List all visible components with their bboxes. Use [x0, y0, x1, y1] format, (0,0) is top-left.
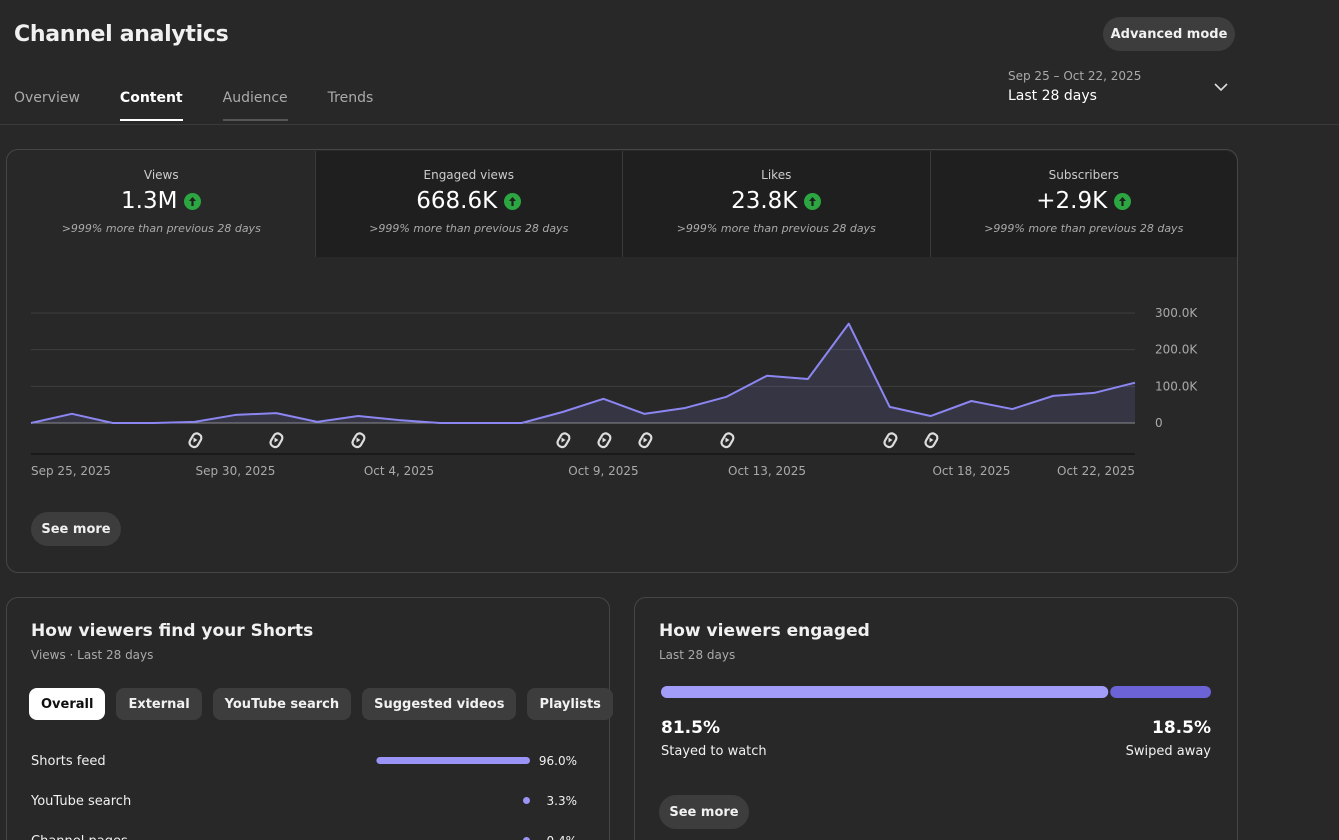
metric-tab[interactable]: Views 1.3M >999% more than previous 28 day…: [8, 151, 315, 257]
metric-tab[interactable]: Engaged views 668.6K >999% more than previ…: [314, 151, 622, 257]
advanced-mode-button[interactable]: Advanced mode: [1103, 17, 1235, 51]
filter-chip[interactable]: YouTube search: [212, 688, 352, 720]
filter-chips: Overall External YouTube search Suggested v…: [29, 688, 613, 720]
tab[interactable]: Trends: [327, 90, 374, 106]
metric-label: Engaged views: [423, 168, 514, 182]
metric-value: 668.6K: [416, 188, 498, 214]
metric-label: Likes: [761, 168, 792, 182]
metric-change: >999% more than previous 28 days: [984, 222, 1184, 235]
divider: [0, 124, 1339, 125]
card-subtitle: Last 28 days: [659, 648, 736, 662]
dropdown-chevron[interactable]: [1212, 81, 1230, 95]
tab[interactable]: Audience: [222, 90, 288, 121]
metric-tab[interactable]: Likes 23.8K >999% more than previous 28 da…: [622, 151, 930, 257]
metric-tab[interactable]: Subscribers +2.9K >999% more than previous…: [929, 151, 1237, 257]
filter-chip[interactable]: Playlists: [527, 688, 613, 720]
card-subtitle: Views · Last 28 days: [31, 648, 154, 662]
filter-chip[interactable]: Suggested videos: [362, 688, 517, 720]
tab[interactable]: Overview: [14, 90, 80, 106]
see-more-button[interactable]: See more: [659, 795, 749, 829]
filter-chip[interactable]: Overall: [29, 688, 106, 720]
metric-tabs: Views 1.3M >999% more than previous 28 day…: [8, 151, 1237, 257]
metric-value: +2.9K: [1036, 188, 1108, 214]
tab[interactable]: Content: [119, 90, 183, 121]
metric-label: Views: [143, 168, 179, 182]
period[interactable]: Last 28 days: [1008, 88, 1097, 104]
metric-row: 23.8K: [731, 188, 822, 214]
trend-up-icon: [504, 192, 522, 210]
trend-up-icon: [1114, 192, 1132, 210]
metric-value: 23.8K: [731, 188, 798, 214]
card-title: How viewers engaged: [659, 621, 870, 641]
trend-up-icon: [804, 192, 822, 210]
filter-chip[interactable]: External: [116, 688, 202, 720]
metric-label: Subscribers: [1048, 168, 1119, 182]
see-more-button[interactable]: See more: [31, 512, 121, 546]
metric-change: >999% more than previous 28 days: [676, 222, 876, 235]
metric-change: >999% more than previous 28 days: [61, 222, 261, 235]
metric-change: >999% more than previous 28 days: [369, 222, 569, 235]
metric-row: 1.3M: [121, 188, 202, 214]
tabs: Overview Content Audience Trends: [14, 90, 373, 121]
trend-up-icon: [184, 192, 202, 210]
metric-row: 668.6K: [416, 188, 522, 214]
metric-value: 1.3M: [121, 188, 178, 214]
date-range: Sep 25 – Oct 22, 2025: [1008, 69, 1142, 83]
page-title: Channel analytics: [14, 22, 229, 47]
card-title: How viewers find your Shorts: [31, 621, 314, 641]
metric-row: +2.9K: [1036, 188, 1132, 214]
